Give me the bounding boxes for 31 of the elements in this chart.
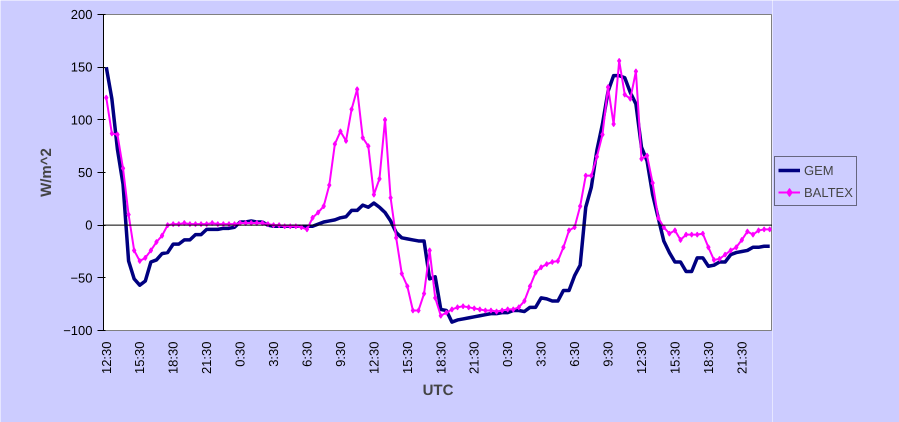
x-tick-label: 15:30 bbox=[132, 341, 148, 374]
legend-label: BALTEX bbox=[804, 184, 853, 200]
y-tick-label: −50 bbox=[70, 270, 93, 286]
x-tick-label: 21:30 bbox=[199, 341, 214, 374]
x-tick-label: 0:30 bbox=[232, 341, 248, 367]
x-tick-label: 3:30 bbox=[534, 341, 549, 367]
x-tick-label: 0:30 bbox=[500, 341, 516, 367]
x-tick-label: 18:30 bbox=[700, 341, 716, 374]
x-tick-label: 6:30 bbox=[299, 341, 314, 367]
x-tick-label: 18:30 bbox=[166, 341, 181, 374]
x-tick-label: 12:30 bbox=[634, 341, 649, 374]
y-tick-label: 0 bbox=[85, 218, 93, 233]
x-tick-label: 12:30 bbox=[98, 341, 114, 374]
x-tick-label: 9:30 bbox=[600, 341, 616, 367]
x-tick-label: 15:30 bbox=[667, 341, 682, 374]
x-tick-label: 9:30 bbox=[332, 341, 348, 367]
x-tick-label: 15:30 bbox=[400, 341, 415, 374]
x-tick-label: 21:30 bbox=[466, 341, 482, 374]
y-tick-label: 200 bbox=[70, 7, 93, 22]
y-tick-label: 100 bbox=[70, 112, 93, 128]
x-tick-label: 6:30 bbox=[567, 341, 582, 367]
x-axis-title: UTC bbox=[422, 382, 454, 400]
y-tick-label: −100 bbox=[63, 323, 93, 338]
x-tick-label: 21:30 bbox=[734, 341, 750, 374]
y-axis-title: W/m^2 bbox=[38, 148, 56, 197]
x-tick-label: 18:30 bbox=[433, 341, 448, 374]
x-tick-label: 12:30 bbox=[366, 341, 382, 374]
y-tick-label: 50 bbox=[78, 165, 93, 180]
y-tick-label: 150 bbox=[70, 60, 93, 75]
legend-label: GEM bbox=[804, 162, 834, 178]
x-tick-label: 3:30 bbox=[266, 341, 282, 367]
